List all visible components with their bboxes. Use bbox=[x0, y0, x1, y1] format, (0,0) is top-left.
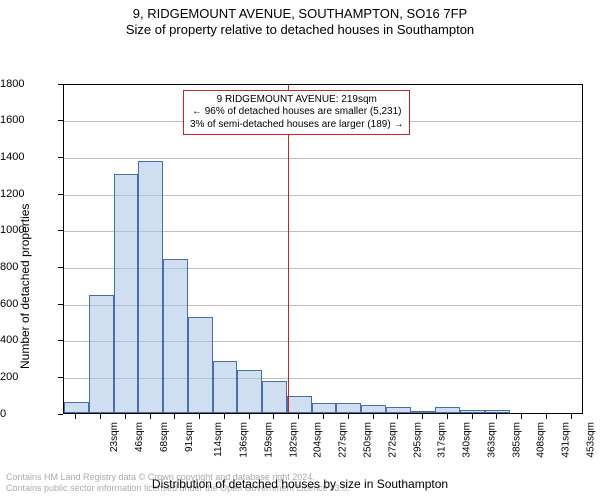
x-tick-mark bbox=[348, 414, 349, 419]
histogram-bar bbox=[312, 403, 337, 412]
x-tick-mark bbox=[249, 414, 250, 419]
annotation-line: 3% of semi-detached houses are larger (1… bbox=[190, 119, 403, 132]
histogram-bar bbox=[411, 411, 436, 413]
gridline bbox=[64, 158, 582, 159]
histogram-bar bbox=[435, 407, 460, 413]
y-tick-mark bbox=[58, 377, 63, 378]
histogram-bar bbox=[237, 370, 262, 412]
x-tick-label: 227sqm bbox=[338, 422, 349, 458]
x-tick-label: 23sqm bbox=[109, 422, 120, 452]
y-tick-mark bbox=[58, 230, 63, 231]
x-tick-mark bbox=[199, 414, 200, 419]
histogram-bar bbox=[262, 381, 287, 412]
y-tick-mark bbox=[58, 304, 63, 305]
histogram-bar bbox=[485, 410, 510, 413]
x-tick-label: 385sqm bbox=[511, 422, 522, 458]
y-tick-mark bbox=[58, 120, 63, 121]
histogram-bar bbox=[64, 402, 89, 413]
y-axis-label: Number of detached properties bbox=[18, 203, 32, 368]
x-tick-label: 453sqm bbox=[585, 422, 596, 458]
x-tick-mark bbox=[323, 414, 324, 419]
x-tick-mark bbox=[422, 414, 423, 419]
footer-attribution: Contains HM Land Registry data © Crown c… bbox=[0, 470, 600, 499]
histogram-bar bbox=[89, 295, 114, 412]
y-tick-mark bbox=[58, 267, 63, 268]
x-tick-label: 250sqm bbox=[363, 422, 374, 458]
annotation-line: ← 96% of detached houses are smaller (5,… bbox=[190, 106, 403, 119]
histogram-bar bbox=[114, 174, 139, 412]
y-tick-label: 1200 bbox=[0, 188, 57, 200]
footer-line1: Contains HM Land Registry data © Crown c… bbox=[6, 472, 594, 483]
chart-title-block: 9, RIDGEMOUNT AVENUE, SOUTHAMPTON, SO16 … bbox=[0, 0, 600, 39]
x-tick-mark bbox=[174, 414, 175, 419]
histogram-bar bbox=[163, 259, 188, 413]
x-tick-label: 159sqm bbox=[264, 422, 275, 458]
x-tick-mark bbox=[75, 414, 76, 419]
x-tick-label: 91sqm bbox=[184, 422, 195, 452]
x-tick-mark bbox=[150, 414, 151, 419]
histogram-bar bbox=[138, 161, 163, 412]
x-tick-label: 182sqm bbox=[288, 422, 299, 458]
footer-line2: Contains public sector information licen… bbox=[6, 483, 594, 494]
x-tick-mark bbox=[224, 414, 225, 419]
histogram-bar bbox=[386, 407, 411, 413]
x-tick-mark bbox=[571, 414, 572, 419]
x-tick-label: 114sqm bbox=[213, 422, 224, 457]
chart-title-line2: Size of property relative to detached ho… bbox=[0, 22, 600, 38]
x-tick-label: 340sqm bbox=[462, 422, 473, 458]
x-tick-mark bbox=[472, 414, 473, 419]
x-tick-mark bbox=[298, 414, 299, 419]
histogram-bar bbox=[336, 403, 361, 412]
x-tick-mark bbox=[447, 414, 448, 419]
x-tick-label: 68sqm bbox=[159, 422, 170, 452]
x-tick-mark bbox=[521, 414, 522, 419]
histogram-bar bbox=[460, 410, 485, 413]
chart-title-line1: 9, RIDGEMOUNT AVENUE, SOUTHAMPTON, SO16 … bbox=[0, 6, 600, 22]
annotation-box: 9 RIDGEMOUNT AVENUE: 219sqm← 96% of deta… bbox=[183, 90, 410, 136]
annotation-line: 9 RIDGEMOUNT AVENUE: 219sqm bbox=[190, 94, 403, 107]
y-tick-label: 0 bbox=[0, 408, 57, 420]
histogram-bar bbox=[213, 361, 238, 412]
x-tick-label: 204sqm bbox=[313, 422, 324, 458]
x-tick-mark bbox=[373, 414, 374, 419]
x-tick-mark bbox=[397, 414, 398, 419]
y-tick-label: 200 bbox=[0, 371, 57, 383]
histogram-bar bbox=[188, 317, 213, 412]
y-tick-label: 1600 bbox=[0, 114, 57, 126]
histogram-chart: 02004006008001000120014001600180023sqm46… bbox=[0, 39, 600, 499]
y-tick-label: 1800 bbox=[0, 78, 57, 90]
y-tick-mark bbox=[58, 194, 63, 195]
x-tick-label: 46sqm bbox=[134, 422, 145, 452]
histogram-bar bbox=[287, 396, 312, 413]
y-tick-mark bbox=[58, 414, 63, 415]
histogram-bar bbox=[361, 405, 386, 412]
x-tick-label: 295sqm bbox=[412, 422, 423, 458]
y-tick-mark bbox=[58, 84, 63, 85]
x-tick-label: 363sqm bbox=[486, 422, 497, 458]
x-tick-mark bbox=[125, 414, 126, 419]
y-tick-mark bbox=[58, 157, 63, 158]
y-tick-label: 1400 bbox=[0, 151, 57, 163]
x-tick-label: 272sqm bbox=[387, 422, 398, 458]
x-tick-label: 317sqm bbox=[437, 422, 448, 458]
x-tick-label: 408sqm bbox=[536, 422, 547, 458]
x-tick-label: 136sqm bbox=[239, 422, 250, 458]
x-tick-label: 431sqm bbox=[561, 422, 572, 458]
x-tick-mark bbox=[100, 414, 101, 419]
y-tick-mark bbox=[58, 340, 63, 341]
x-tick-mark bbox=[496, 414, 497, 419]
x-tick-mark bbox=[546, 414, 547, 419]
x-tick-mark bbox=[273, 414, 274, 419]
